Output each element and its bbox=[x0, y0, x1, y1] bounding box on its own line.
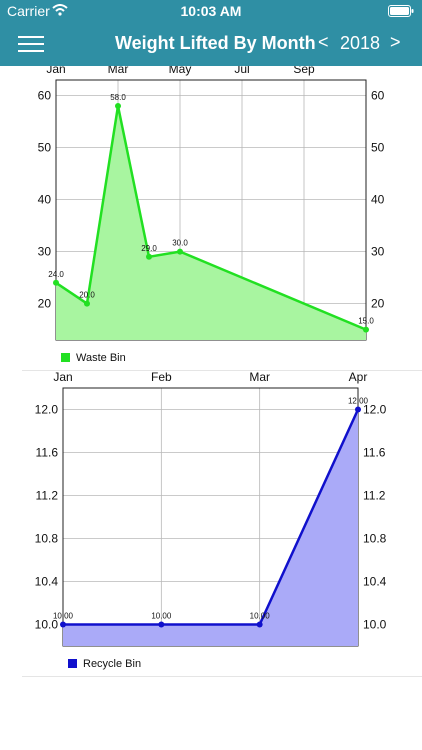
waste-x-tick-label: May bbox=[169, 66, 192, 76]
wifi-icon bbox=[52, 4, 68, 16]
waste-data-point bbox=[363, 326, 369, 333]
recycle-y-tick-label-right: 12.0 bbox=[363, 403, 387, 417]
battery-icon bbox=[388, 5, 414, 17]
recycle-data-point bbox=[355, 406, 361, 413]
recycle-y-tick-label-right: 10.8 bbox=[363, 532, 387, 546]
waste-data-point bbox=[146, 253, 152, 260]
divider bbox=[22, 370, 422, 371]
waste-x-tick-label: Mar bbox=[108, 66, 129, 76]
waste-bin-legend: Waste Bin bbox=[61, 352, 126, 364]
recycle-x-tick-label: Jan bbox=[53, 370, 72, 384]
waste-y-tick-label-left: 50 bbox=[38, 141, 52, 155]
carrier-label: Carrier bbox=[7, 3, 50, 19]
waste-bin-chart: 24.0 20.0 58.0 29.0 30.0 15.0 Jan Mar May Jul Sep 2… bbox=[38, 66, 385, 341]
recycle-y-tick-label-right: 10.4 bbox=[363, 575, 387, 589]
waste-y-tick-label-right: 30 bbox=[371, 245, 385, 259]
recycle-y-tick-label-left: 12.0 bbox=[35, 403, 59, 417]
recycle-area-fill bbox=[63, 409, 358, 646]
recycle-y-tick-label-left: 11.2 bbox=[36, 489, 59, 503]
recycle-y-tick-label-left: 10.8 bbox=[35, 532, 59, 546]
waste-bin-legend-label: Waste Bin bbox=[76, 352, 126, 364]
recycle-y-tick-label-right: 11.2 bbox=[363, 489, 386, 503]
year-label: 2018 bbox=[340, 33, 381, 53]
nav-bar: Weight Lifted By Month < 2018 > bbox=[0, 22, 422, 66]
recycle-data-point bbox=[60, 621, 66, 628]
recycle-data-label: 10.00 bbox=[151, 612, 172, 621]
waste-x-tick-label: Sep bbox=[293, 66, 315, 76]
waste-x-tick-label: Jan bbox=[46, 66, 65, 76]
recycle-y-tick-label-right: 11.6 bbox=[363, 446, 386, 460]
recycle-y-tick-label-left: 10.4 bbox=[35, 575, 59, 589]
recycle-data-label: 10.00 bbox=[250, 612, 271, 621]
waste-x-tick-label: Jul bbox=[234, 66, 249, 76]
waste-y-tick-label-left: 20 bbox=[38, 297, 52, 311]
recycle-series-line bbox=[63, 408, 360, 626]
divider bbox=[22, 676, 422, 677]
previous-year-button[interactable]: < bbox=[318, 32, 329, 52]
waste-bin-legend-swatch bbox=[61, 353, 70, 362]
waste-area-fill bbox=[56, 106, 366, 340]
waste-y-tick-label-right: 40 bbox=[371, 193, 385, 207]
recycle-data-point bbox=[256, 621, 263, 628]
recycle-data-label: 10.00 bbox=[53, 612, 74, 621]
waste-y-tick-label-left: 60 bbox=[38, 89, 52, 103]
menu-icon[interactable] bbox=[18, 34, 44, 54]
waste-data-label: 29.0 bbox=[141, 244, 157, 253]
waste-data-label: 30.0 bbox=[172, 239, 188, 248]
recycle-y-tick-label-left: 11.6 bbox=[36, 446, 59, 460]
recycle-bin-legend-label: Recycle Bin bbox=[83, 658, 142, 670]
waste-data-label: 58.0 bbox=[110, 93, 126, 102]
waste-y-tick-label-left: 30 bbox=[38, 245, 52, 259]
recycle-bin-chart: 10.00 10.00 10.00 12.00 Jan Feb Mar Apr 10.0 10.0… bbox=[35, 370, 387, 647]
recycle-data-label: 12.00 bbox=[348, 397, 369, 406]
waste-y-tick-label-left: 40 bbox=[38, 193, 52, 207]
waste-data-label: 15.0 bbox=[358, 317, 374, 326]
waste-data-label: 24.0 bbox=[48, 270, 64, 279]
recycle-bin-legend: Recycle Bin bbox=[68, 658, 141, 670]
waste-series-line bbox=[55, 104, 367, 331]
recycle-x-tick-label: Apr bbox=[349, 370, 368, 384]
recycle-y-tick-label-left: 10.0 bbox=[35, 618, 59, 632]
status-time: 10:03 AM bbox=[180, 3, 242, 19]
waste-data-point bbox=[84, 300, 90, 307]
waste-y-tick-label-right: 60 bbox=[371, 89, 385, 103]
recycle-x-tick-label: Mar bbox=[249, 370, 270, 384]
recycle-y-tick-label-right: 10.0 bbox=[363, 618, 387, 632]
waste-y-tick-label-right: 20 bbox=[371, 297, 385, 311]
recycle-x-tick-label: Feb bbox=[151, 370, 172, 384]
next-year-button[interactable]: > bbox=[390, 32, 401, 52]
waste-data-point bbox=[177, 248, 183, 255]
waste-data-point bbox=[53, 279, 59, 286]
status-bar: Carrier 10:03 AM bbox=[0, 0, 422, 22]
recycle-data-point bbox=[158, 621, 165, 628]
recycle-bin-legend-swatch bbox=[68, 659, 77, 668]
waste-y-tick-label-right: 50 bbox=[371, 141, 385, 155]
waste-data-point bbox=[115, 103, 121, 109]
page-title: Weight Lifted By Month bbox=[115, 33, 316, 53]
waste-data-label: 20.0 bbox=[79, 291, 95, 300]
